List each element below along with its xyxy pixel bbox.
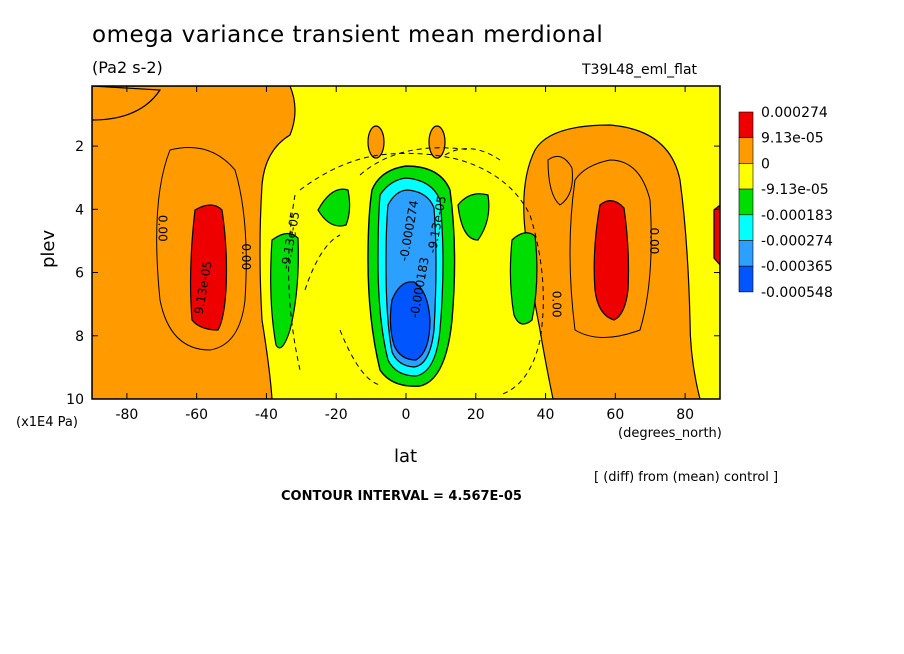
contour-fields [92, 86, 720, 399]
green-region-left [270, 232, 299, 349]
diff-note: [ (diff) from (mean) control ] [594, 470, 779, 485]
legend-level-label: -0.000183 [761, 208, 833, 224]
x-tick-label: -60 [185, 407, 208, 423]
contour-label: 0.00 [239, 243, 253, 270]
y-tick-label: 8 [75, 329, 84, 345]
legend-swatch [738, 214, 754, 241]
contour-interval: CONTOUR INTERVAL = 4.567E-05 [281, 489, 522, 504]
x-tick-label: -40 [255, 407, 278, 423]
chart-title: omega variance transient mean merdional [92, 22, 604, 48]
green-region-right-top [457, 193, 490, 241]
units-label: (Pa2 s-2) [92, 58, 163, 77]
orange-region-left-top [92, 86, 162, 121]
legend-level-label: -9.13e-05 [761, 182, 829, 198]
y-tick-label: 4 [75, 202, 84, 218]
legend-swatch [738, 188, 754, 216]
y-units-label: (x1E4 Pa) [16, 415, 78, 430]
x-axis: -80 -60 -40 -20 0 20 40 60 80 [115, 86, 694, 423]
x-tick-label: 80 [676, 407, 694, 423]
y-tick-label: 10 [66, 392, 84, 408]
blue-region-center [389, 281, 431, 361]
legend-swatch [738, 265, 754, 293]
x-units-label: (degrees_north) [618, 426, 722, 441]
legend-swatch [738, 163, 754, 190]
dashed-contours [288, 147, 544, 396]
contour-label: 0.00 [155, 215, 169, 242]
legend-level-label: 0 [761, 156, 770, 172]
contour-label: 0.00 [550, 291, 564, 318]
x-tick-label: 20 [467, 407, 485, 423]
legend-level-label: -0.000274 [761, 234, 833, 250]
x-tick-label: 0 [402, 407, 411, 423]
x-axis-label: lat [394, 446, 418, 467]
y-tick-label: 2 [75, 139, 84, 155]
red-region-right [593, 200, 630, 321]
x-tick-label: -20 [325, 407, 348, 423]
green-region-left-top [317, 188, 351, 227]
legend-swatch [738, 240, 754, 267]
red-region-left [189, 204, 228, 331]
contour-label: 0.00 [647, 228, 661, 255]
legend-level-label: -0.000365 [761, 259, 833, 275]
orange-blob-top-left [367, 125, 385, 159]
legend-level-label: -0.000548 [761, 285, 833, 301]
x-tick-label: 40 [537, 407, 555, 423]
green-region-right [509, 232, 538, 325]
legend-swatch [738, 137, 754, 164]
dataset-label: T39L48_eml_flat [582, 62, 698, 78]
x-tick-label: -80 [115, 407, 138, 423]
x-tick-label: 60 [606, 407, 624, 423]
y-axis: 2 4 6 8 10 [66, 139, 720, 408]
y-tick-label: 6 [75, 266, 84, 282]
legend-level-label: 9.13e-05 [761, 131, 824, 147]
color-legend: 0.000274 9.13e-05 0 -9.13e-05 -0.000183 -0.00… [738, 105, 833, 301]
red-region-edge [713, 204, 720, 266]
legend-level-label: 0.000274 [761, 105, 828, 121]
legend-swatch [738, 111, 754, 139]
solid-contours [156, 147, 652, 351]
orange-blob-top-right [428, 125, 446, 159]
